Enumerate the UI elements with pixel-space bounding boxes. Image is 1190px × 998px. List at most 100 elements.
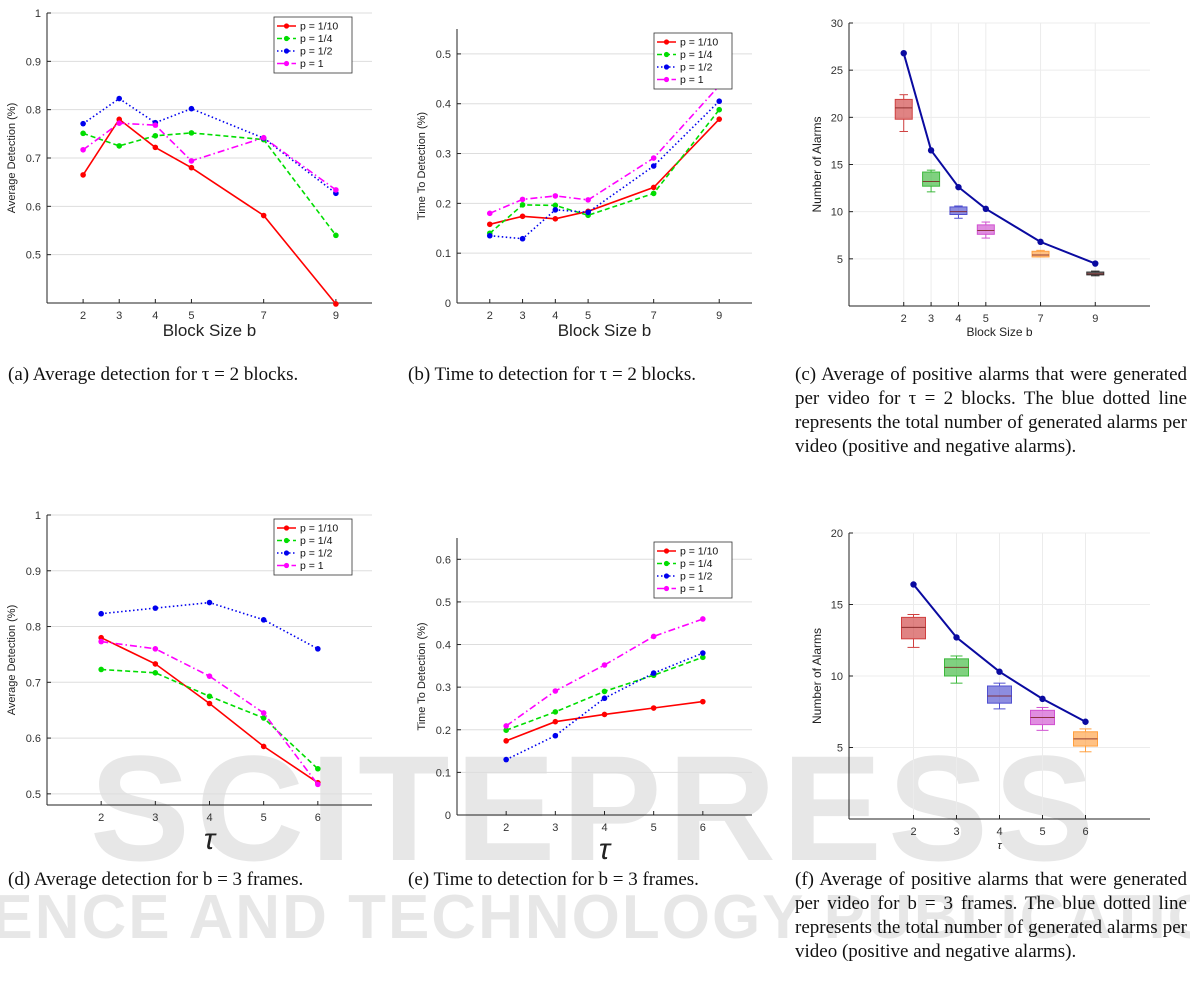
legend-label: p = 1 [680, 583, 704, 595]
y-axis-label: Number of Alarms [810, 116, 824, 212]
data-point [716, 98, 723, 105]
legend-marker [283, 23, 290, 29]
legend-marker [283, 525, 290, 531]
data-point [188, 130, 195, 136]
caption-a: (a) Average detection for τ = 2 blocks. [8, 363, 388, 387]
legend-marker [283, 48, 290, 54]
chart-c: 5 10 15 20 25 30 2 3 4 5 7 9 Block Size b Number of A… [810, 18, 1150, 339]
box-2 [944, 655, 969, 684]
x-axis-label: τ [599, 833, 612, 866]
data-point [486, 221, 493, 228]
watermark-sub: SCIENCE AND TECHNOLOGY PUBLICATIONS [0, 883, 1190, 952]
data-point [650, 705, 657, 711]
total-alarms-point [1092, 260, 1099, 267]
data-point [152, 646, 159, 652]
y-tick-label: 0.8 [26, 105, 41, 117]
legend-label: p = 1/2 [300, 548, 333, 560]
y-tick-label: 0.1 [436, 248, 451, 260]
chart-f: 5 10 15 20 2 3 4 5 6 τ Number of Alarms [810, 528, 1150, 852]
data-point [260, 134, 267, 141]
data-point [80, 120, 86, 127]
box-5 [1031, 249, 1050, 258]
y-tick-label: 15 [831, 600, 843, 612]
caption-d-text: (d) Average detection for b = 3 frames. [8, 869, 304, 890]
data-point [552, 718, 559, 725]
y-axis-label: Time To Detection (%) [416, 622, 428, 730]
box-4 [1030, 706, 1055, 731]
x-axis-label: Block Size b [163, 321, 257, 340]
x-tick-label: 5 [261, 812, 267, 824]
data-point [152, 132, 159, 139]
y-tick-label: 0.9 [26, 56, 41, 68]
legend-marker [283, 550, 290, 556]
caption-b-text: (b) Time to detection for τ = 2 blocks. [408, 364, 697, 385]
chart-b: 0 0.1 0.2 0.3 0.4 0.5 2 3 4 5 7 9 Block Size b Time T… [416, 29, 752, 340]
data-point [152, 670, 159, 676]
data-point [260, 710, 267, 716]
total-alarms-point [955, 183, 962, 191]
data-point [486, 210, 493, 217]
data-point [601, 688, 608, 695]
data-point [260, 715, 267, 721]
data-point [333, 301, 339, 307]
legend-label: p = 1 [300, 58, 324, 70]
y-tick-label: 0 [445, 298, 451, 310]
data-point [552, 207, 559, 213]
x-tick-label: 2 [98, 812, 104, 824]
data-point [552, 202, 559, 209]
legend-label: p = 1/4 [680, 558, 713, 570]
data-point [552, 688, 559, 694]
x-tick-label: 5 [188, 310, 194, 322]
x-tick-label: 6 [700, 822, 706, 834]
x-tick-label: 2 [503, 822, 509, 834]
x-tick-label: 4 [552, 310, 558, 322]
y-axis-label: Average Detection (%) [6, 103, 18, 213]
legend-marker [663, 64, 670, 70]
box-body [949, 206, 968, 215]
data-point [716, 116, 723, 122]
x-tick-label: 3 [928, 313, 934, 325]
y-tick-label: 0.2 [436, 725, 451, 737]
caption-f-text: (f) Average of positive alarms that were… [795, 869, 1187, 962]
y-tick-label: 0.1 [436, 767, 451, 779]
x-tick-label: 2 [901, 313, 907, 325]
x-tick-label: 4 [955, 313, 961, 325]
data-point [650, 190, 657, 197]
x-tick-label: 6 [315, 812, 321, 824]
data-point [519, 196, 526, 203]
legend-label: p = 1/10 [680, 37, 718, 49]
box-3 [987, 682, 1012, 710]
data-point [519, 213, 526, 220]
data-point [650, 163, 657, 169]
x-tick-label: 6 [1082, 826, 1088, 838]
box-body [987, 685, 1012, 704]
x-tick-label: 5 [1039, 826, 1045, 838]
data-point [650, 184, 657, 191]
data-point [315, 765, 321, 772]
x-tick-label: 9 [716, 310, 722, 322]
data-point [116, 120, 123, 126]
legend-marker [283, 562, 290, 569]
data-point [206, 693, 213, 700]
y-tick-label: 15 [831, 160, 843, 172]
y-axis-label: Average Detection (%) [6, 605, 18, 715]
series-line-4 [82, 122, 337, 191]
box-1 [901, 614, 926, 648]
data-point [80, 146, 86, 153]
box-body [976, 224, 995, 235]
legend-label: p = 1/4 [300, 33, 333, 45]
data-point [152, 605, 159, 611]
data-point [503, 738, 509, 744]
y-tick-label: 10 [831, 207, 843, 219]
data-point [152, 122, 159, 128]
legend-label: p = 1/2 [680, 571, 713, 583]
data-point [260, 743, 267, 750]
data-point [333, 187, 339, 193]
y-axis-label: Number of Alarms [810, 628, 824, 724]
series-line-4 [505, 618, 704, 727]
data-point [503, 723, 509, 729]
data-point [206, 673, 213, 679]
series-line-1 [489, 118, 720, 226]
y-tick-label: 20 [831, 528, 843, 540]
total-alarms-point [927, 147, 935, 154]
